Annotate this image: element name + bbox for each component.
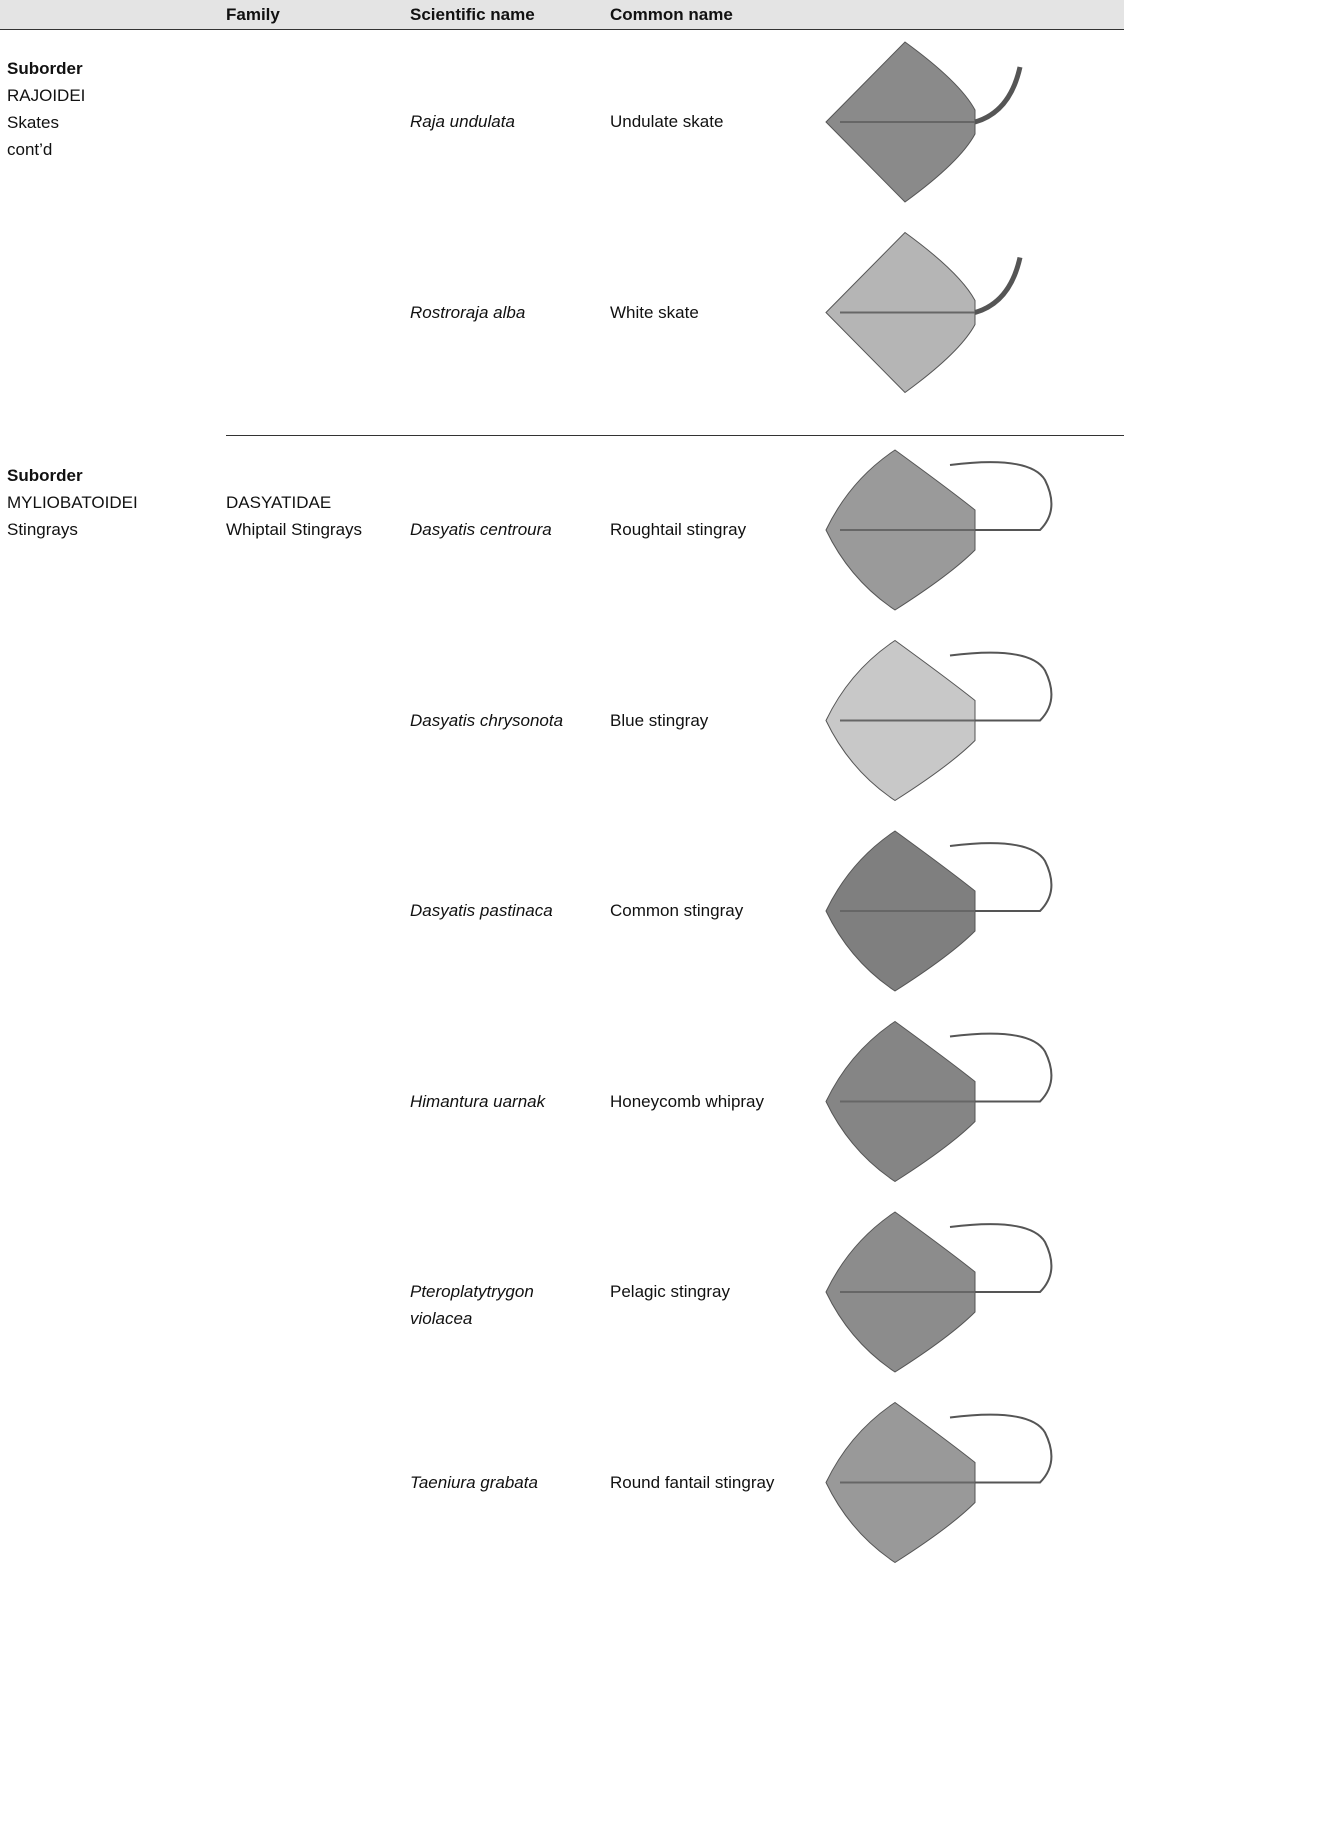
suborder-common: Stingrays xyxy=(7,520,78,539)
suborder-common: Skates xyxy=(7,113,59,132)
ray-illustration xyxy=(825,830,1053,992)
scientific-name: Rostroraja alba xyxy=(410,302,526,322)
common-name: Round fantail stingray xyxy=(610,1472,775,1492)
ray-illustration xyxy=(825,1401,1053,1564)
suborder-label: Suborder xyxy=(7,59,83,78)
common-name: Pelagic stingray xyxy=(610,1282,731,1301)
scientific-name: Pteroplatytrygon violacea xyxy=(410,1282,534,1328)
scientific-name: Dasyatis chrysonota xyxy=(410,710,564,730)
common-name: Common stingray xyxy=(610,901,744,920)
family-common: Whiptail Stingrays xyxy=(226,520,363,539)
suborder-name: RAJOIDEI xyxy=(7,86,86,105)
column-header: Scientific name xyxy=(410,5,535,24)
suborder-name: MYLIOBATOIDEI xyxy=(7,493,138,512)
scientific-name: Taeniura grabata xyxy=(410,1472,538,1492)
ray-illustration xyxy=(825,639,1053,802)
ray-illustration xyxy=(825,231,1023,394)
ray-illustration xyxy=(825,1020,1053,1183)
scientific-name: Dasyatis pastinaca xyxy=(410,901,553,920)
column-header: Family xyxy=(226,5,280,24)
ray-illustration xyxy=(825,449,1053,611)
suborder-note: cont’d xyxy=(7,140,53,159)
common-name: Honeycomb whipray xyxy=(610,1091,765,1111)
column-header: Common name xyxy=(610,5,733,24)
common-name: White skate xyxy=(610,302,699,322)
ray-illustration xyxy=(825,41,1023,203)
common-name: Undulate skate xyxy=(610,112,724,131)
scientific-name: Raja undulata xyxy=(410,112,515,131)
family-name: DASYATIDAE xyxy=(226,493,332,512)
common-name: Blue stingray xyxy=(610,710,709,730)
ray-illustration xyxy=(825,1211,1053,1373)
common-name: Roughtail stingray xyxy=(610,520,747,539)
scientific-name: Dasyatis centroura xyxy=(410,520,552,539)
scientific-name: Himantura uarnak xyxy=(410,1091,546,1111)
suborder-label: Suborder xyxy=(7,466,83,485)
table-header: Family Scientific name Common name xyxy=(0,0,1124,30)
